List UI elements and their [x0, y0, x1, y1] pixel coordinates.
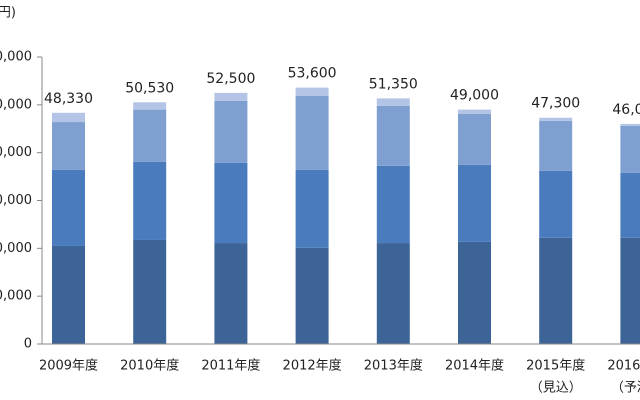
bar-segment [52, 245, 85, 344]
bar-segment [52, 169, 85, 246]
x-tick-label: 2009年度 [39, 358, 98, 374]
bar-segment [214, 243, 248, 344]
bar-segment [539, 120, 573, 171]
total-label: 48,330 [44, 91, 93, 107]
x-tick-label: 2010年度 [120, 358, 179, 374]
bar-segment [376, 243, 410, 344]
bar-segment [539, 170, 573, 238]
y-tick-label: 30,000 [0, 193, 32, 208]
total-label: 52,500 [206, 71, 255, 87]
bar-segment [458, 164, 491, 242]
bar-segment [295, 169, 329, 248]
bar-segment [52, 112, 85, 123]
y-tick-label: 20,000 [0, 241, 32, 256]
bar-segment [133, 239, 167, 344]
bar-segment [52, 122, 85, 170]
y-tick-label: 10,000 [0, 289, 32, 304]
y-tick-label: 60,000 [0, 50, 32, 65]
bar-segment [376, 165, 410, 244]
bar-segment [295, 247, 329, 344]
x-tick-label: 2013年度 [364, 358, 423, 374]
bar-segment [214, 100, 248, 163]
unit-label: (百万円) [0, 6, 16, 21]
bar-segment [620, 125, 640, 173]
bar-segment [376, 105, 410, 166]
bar-segment [539, 117, 573, 121]
bar-segment [133, 161, 167, 240]
x-tick-note: （予測） [611, 381, 640, 396]
y-tick-label: 0 [24, 337, 32, 352]
bar-segment [376, 98, 410, 106]
bar-segment [214, 162, 248, 244]
bar-segment [214, 92, 248, 101]
x-tick-label: 2011年度 [201, 358, 260, 374]
x-tick-label: 2015年度 [526, 358, 585, 374]
bar-segment [133, 102, 167, 110]
bar-segment [539, 237, 573, 344]
y-tick-label: 40,000 [0, 145, 32, 160]
total-label: 50,530 [125, 80, 174, 96]
total-label: 46,000 [612, 102, 640, 118]
x-tick-label: 2016年度 [607, 358, 640, 374]
bar-segment [620, 123, 640, 126]
bar-segment [133, 109, 167, 162]
total-label: 49,000 [450, 88, 499, 104]
bar-segment [620, 172, 640, 238]
bar-segment [458, 113, 491, 165]
bar-segment [295, 95, 329, 170]
x-tick-label: 2012年度 [283, 358, 342, 374]
total-label: 47,300 [531, 96, 580, 112]
total-label: 53,600 [288, 66, 337, 82]
bar-segment [458, 241, 491, 344]
x-tick-label: 2014年度 [445, 358, 504, 374]
x-tick-note: （見込） [530, 381, 582, 396]
bar-segment [295, 87, 329, 96]
bar-segment [620, 237, 640, 344]
y-tick-label: 50,000 [0, 97, 32, 112]
bar-segment [458, 109, 491, 114]
total-label: 51,350 [369, 76, 418, 92]
